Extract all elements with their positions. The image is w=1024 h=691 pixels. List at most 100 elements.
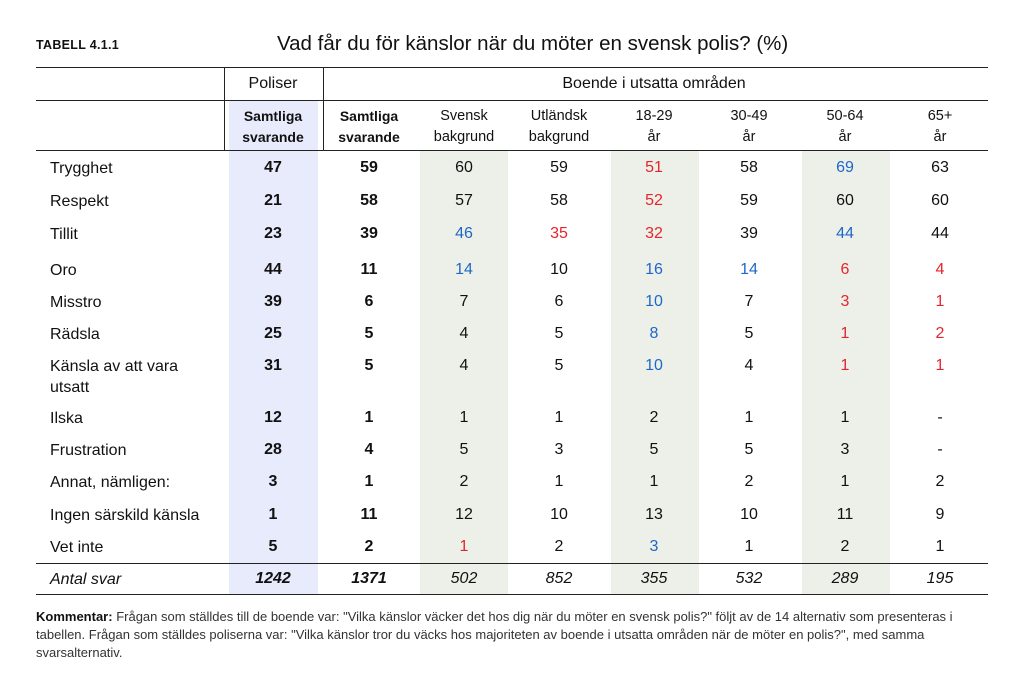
column-header-line1: 50-64 [826,108,864,124]
row-label: Oro [50,262,77,279]
row-label: Respekt [50,193,109,210]
column-header-line1: Samtliga [243,108,303,124]
table-cell: 1 [840,325,850,342]
table-cell: 1 [364,473,374,490]
table-cell: 1 [364,409,374,426]
table-cell: 2 [935,325,945,342]
table-cell: 6 [364,293,374,310]
table-cell: 2 [935,473,945,490]
total-cell: 502 [450,570,478,587]
row-label: Rädsla [50,326,100,343]
table-cell: 1 [840,409,850,426]
table-cell: 3 [649,538,659,555]
table-cell: 63 [931,159,949,176]
table-cell: 5 [554,357,564,374]
table-cell: 2 [840,538,850,555]
row-label: Tillit [50,226,78,243]
table-cell: 52 [645,192,663,209]
table-cell: 12 [264,409,282,426]
bottom-rule [36,594,988,595]
table-cell: 60 [455,159,473,176]
table-title: Vad får du för känslor när du möter en s… [277,32,789,55]
column-header-line2: år [647,129,661,145]
group-header-police: Poliser [248,75,298,92]
table-cell: 1 [554,473,564,490]
age-50-64-column-shading [802,150,890,594]
table-cell: 1 [554,409,564,426]
table-cell: 28 [264,441,282,458]
table-cell: 7 [459,293,469,310]
table-cell: 46 [455,225,473,242]
table-cell: 4 [744,357,754,374]
table-cell: 4 [459,357,469,374]
table-cell: 10 [550,506,568,523]
table-label: TABELL 4.1.1 [36,38,120,52]
column-header-line1: Utländsk [530,108,588,124]
table-cell: 2 [459,473,469,490]
table-cell: 1 [935,293,945,310]
table-cell: 7 [744,293,754,310]
table-cell: 10 [645,293,663,310]
table-cell: 58 [550,192,568,209]
table-cell: 11 [836,506,854,523]
table-cell: 14 [455,261,473,278]
comment-prefix: Kommentar: [36,609,113,624]
table-cell: 10 [645,357,663,374]
table-cell: 32 [645,225,663,242]
total-cell: 532 [735,570,763,587]
table-cell: 14 [740,261,758,278]
row-label: Ingen särskild känsla [50,507,200,524]
header-divider-left [224,67,225,150]
column-header-line1: 18-29 [635,108,673,124]
table-cell: 1 [268,506,278,523]
table-cell: 21 [264,192,282,209]
total-cell: 289 [831,570,859,587]
row-label: Ilska [50,410,83,427]
table-cell: 11 [360,506,378,523]
column-header-line1: 30-49 [730,108,768,124]
row-label: Trygghet [50,160,113,177]
table-cell: 5 [744,325,754,342]
table-cell: 12 [455,506,473,523]
table-cell: 1 [935,538,945,555]
table-cell: 3 [840,441,850,458]
table-cell: 2 [649,409,659,426]
table-cell: 5 [554,325,564,342]
table-cell: 69 [836,159,854,176]
total-cell: 195 [926,570,954,587]
table-cell: 59 [740,192,758,209]
table-cell: 59 [550,159,568,176]
table-cell: 44 [931,225,949,242]
table-cell: - [937,441,943,458]
table-cell: 39 [264,293,282,310]
table-cell: 31 [264,357,282,374]
total-cell: 1242 [255,570,291,587]
table-cell: 3 [554,441,564,458]
table-cell: 1 [840,357,850,374]
table-cell: 3 [268,473,278,490]
table-cell: 4 [364,441,374,458]
group-header-residents: Boende i utsatta områden [562,75,746,92]
table-cell: 11 [360,261,378,278]
column-header-line1: Svensk [440,108,488,124]
police-column-shading [229,100,318,594]
table-cell: 16 [645,261,663,278]
age-18-29-column-shading [611,150,699,594]
table-cell: 47 [264,159,282,176]
column-header-line2: år [838,129,852,145]
table-cell: 51 [645,159,663,176]
total-row-label: Antal svar [50,571,122,588]
table-cell: 60 [931,192,949,209]
table-cell: 6 [840,261,850,278]
table-cell: 10 [740,506,758,523]
table-cell: 1 [459,538,469,555]
column-header-line2: år [742,129,756,145]
table-cell: 23 [264,225,282,242]
table-cell: 5 [364,325,374,342]
table-cell: 60 [836,192,854,209]
column-header-line2: svarande [338,129,400,145]
table-cell: 5 [459,441,469,458]
table-cell: 1 [935,357,945,374]
row-label: Vet inte [50,539,104,556]
table-cell: 10 [550,261,568,278]
